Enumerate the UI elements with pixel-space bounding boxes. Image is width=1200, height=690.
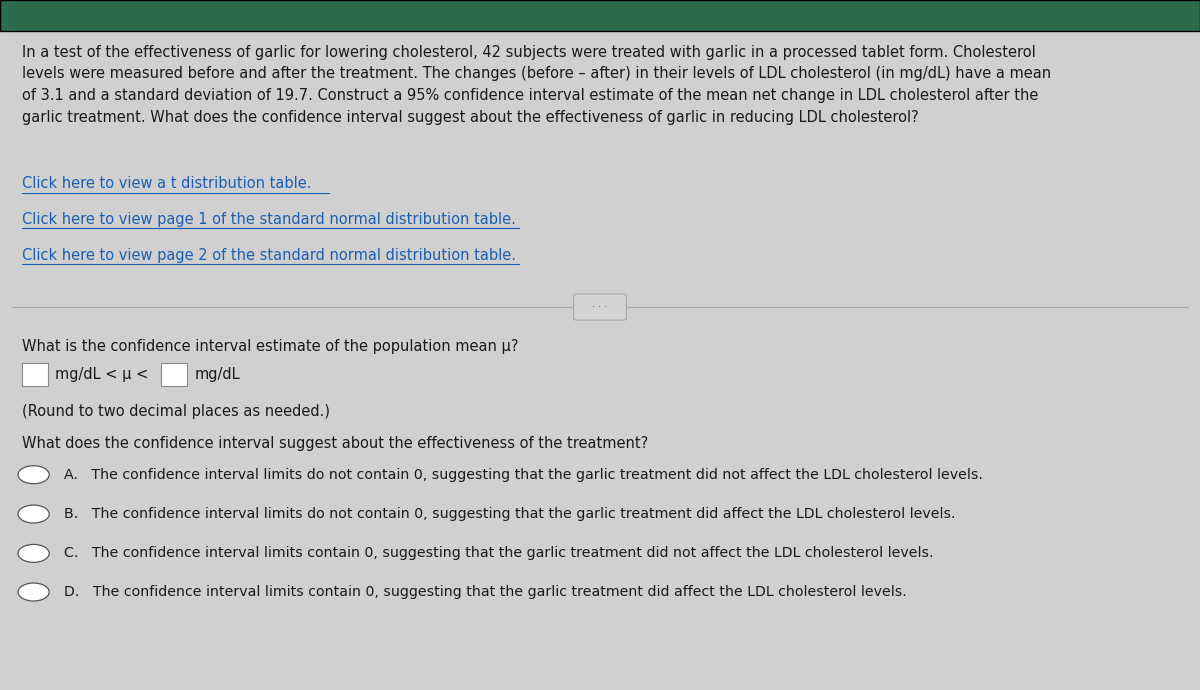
Circle shape bbox=[18, 466, 49, 484]
Circle shape bbox=[18, 544, 49, 562]
Text: What does the confidence interval suggest about the effectiveness of the treatme: What does the confidence interval sugges… bbox=[22, 436, 648, 451]
Text: D.   The confidence interval limits contain 0, suggesting that the garlic treatm: D. The confidence interval limits contai… bbox=[64, 585, 906, 599]
Text: mg/dL: mg/dL bbox=[194, 367, 240, 382]
Circle shape bbox=[18, 505, 49, 523]
FancyBboxPatch shape bbox=[161, 363, 187, 386]
Text: Click here to view page 1 of the standard normal distribution table.: Click here to view page 1 of the standar… bbox=[22, 212, 516, 227]
Text: Click here to view a t distribution table.: Click here to view a t distribution tabl… bbox=[22, 176, 311, 191]
Circle shape bbox=[18, 583, 49, 601]
Text: · · ·: · · · bbox=[593, 302, 607, 312]
Text: In a test of the effectiveness of garlic for lowering cholesterol, 42 subjects w: In a test of the effectiveness of garlic… bbox=[22, 45, 1051, 125]
Text: B.   The confidence interval limits do not contain 0, suggesting that the garlic: B. The confidence interval limits do not… bbox=[64, 507, 955, 521]
Text: What is the confidence interval estimate of the population mean μ?: What is the confidence interval estimate… bbox=[22, 339, 518, 355]
Text: A.   The confidence interval limits do not contain 0, suggesting that the garlic: A. The confidence interval limits do not… bbox=[64, 468, 983, 482]
Text: (Round to two decimal places as needed.): (Round to two decimal places as needed.) bbox=[22, 404, 330, 419]
FancyBboxPatch shape bbox=[22, 363, 48, 386]
FancyBboxPatch shape bbox=[574, 294, 626, 320]
Text: mg/dL < μ <: mg/dL < μ < bbox=[55, 367, 149, 382]
FancyBboxPatch shape bbox=[0, 0, 1200, 31]
Text: Click here to view page 2 of the standard normal distribution table.: Click here to view page 2 of the standar… bbox=[22, 248, 516, 263]
Text: C.   The confidence interval limits contain 0, suggesting that the garlic treatm: C. The confidence interval limits contai… bbox=[64, 546, 934, 560]
